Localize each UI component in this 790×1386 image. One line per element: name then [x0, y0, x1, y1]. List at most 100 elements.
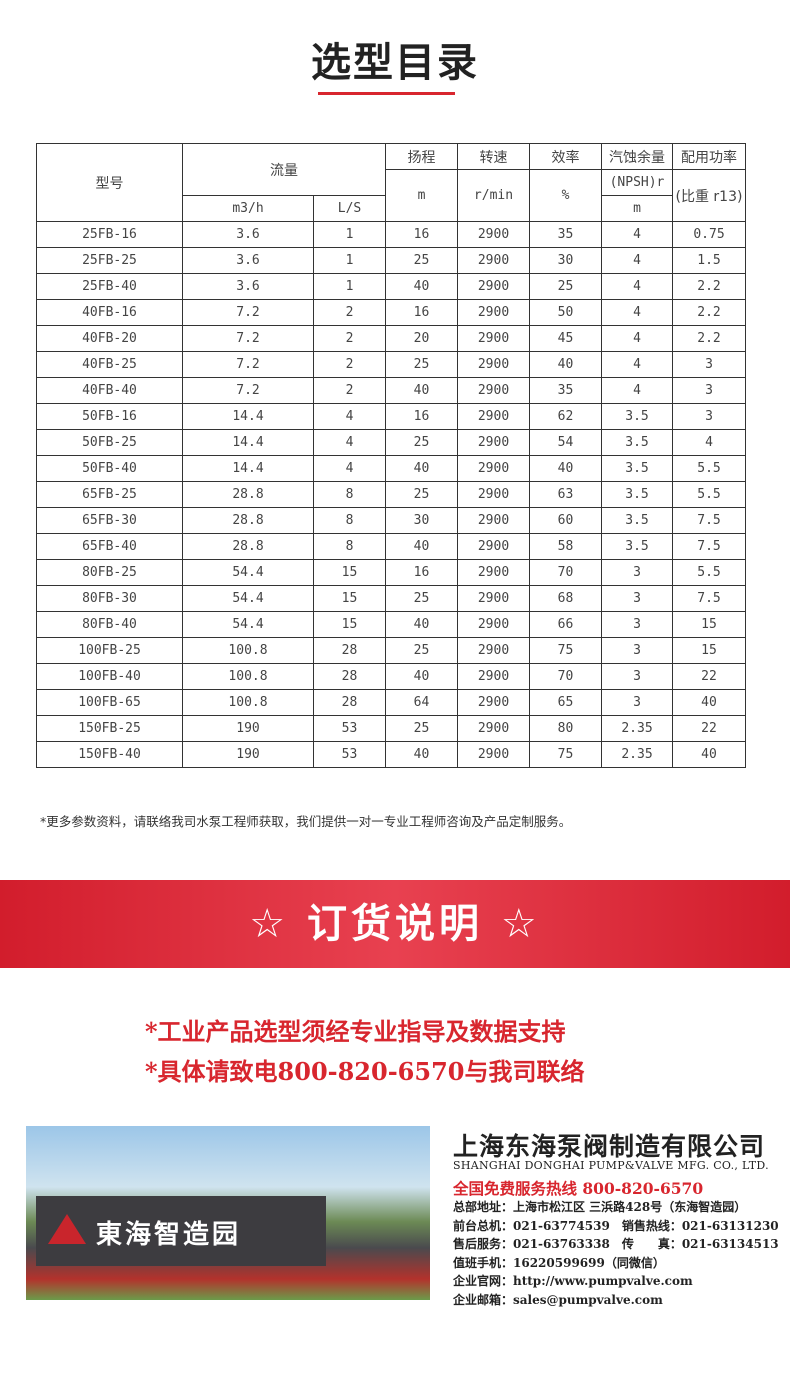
table-cell: 2.35 [601, 741, 673, 768]
table-row: 40FB-25 7.2 2 25 2900 40 4 3 [36, 351, 746, 378]
header-power: 配用功率 [672, 143, 746, 170]
table-cell: 15 [313, 559, 386, 586]
table-cell: 68 [529, 585, 602, 612]
table-cell: 28.8 [182, 507, 314, 534]
unit-speed: r/min [457, 169, 530, 222]
table-cell: 25 [385, 429, 458, 456]
table-cell: 62 [529, 403, 602, 430]
table-cell: 15 [313, 611, 386, 638]
table-row: 65FB-30 28.8 8 30 2900 60 3.5 7.5 [36, 507, 746, 534]
header-npsh: 汽蚀余量 [601, 143, 673, 170]
table-row: 40FB-16 7.2 2 16 2900 50 4 2.2 [36, 299, 746, 326]
table-cell: 4 [313, 403, 386, 430]
table-row: 50FB-40 14.4 4 40 2900 40 3.5 5.5 [36, 455, 746, 482]
table-cell: 40FB-16 [36, 299, 183, 326]
table-cell: 60 [529, 507, 602, 534]
table-cell: 8 [313, 533, 386, 560]
table-cell: 7.5 [672, 585, 746, 612]
table-cell: 3.5 [601, 533, 673, 560]
table-cell: 3.5 [601, 429, 673, 456]
table-cell: 15 [672, 611, 746, 638]
table-cell: 2.35 [601, 715, 673, 742]
table-cell: 40 [385, 611, 458, 638]
table-cell: 2900 [457, 715, 530, 742]
table-row: 150FB-25 190 53 25 2900 80 2.35 22 [36, 715, 746, 742]
table-cell: 25 [385, 585, 458, 612]
table-cell: 1 [313, 221, 386, 248]
table-cell: 100FB-65 [36, 689, 183, 716]
table-cell: 45 [529, 325, 602, 352]
table-cell: 70 [529, 559, 602, 586]
table-cell: 1.5 [672, 247, 746, 274]
table-cell: 40 [385, 663, 458, 690]
unit-head: m [385, 169, 458, 222]
table-cell: 3.6 [182, 247, 314, 274]
table-cell: 3 [601, 637, 673, 664]
table-cell: 2900 [457, 507, 530, 534]
table-cell: 2900 [457, 403, 530, 430]
table-cell: 4 [601, 351, 673, 378]
table-cell: 30 [529, 247, 602, 274]
table-cell: 2.2 [672, 325, 746, 352]
table-cell: 100FB-25 [36, 637, 183, 664]
table-cell: 28.8 [182, 533, 314, 560]
order-banner: ☆ 订货说明 ☆ [0, 880, 790, 968]
table-cell: 53 [313, 741, 386, 768]
table-cell: 2900 [457, 481, 530, 508]
table-cell: 66 [529, 611, 602, 638]
table-cell: 2900 [457, 741, 530, 768]
table-row: 50FB-25 14.4 4 25 2900 54 3.5 4 [36, 429, 746, 456]
table-cell: 2 [313, 351, 386, 378]
table-cell: 14.4 [182, 403, 314, 430]
table-cell: 50FB-16 [36, 403, 183, 430]
unit-efficiency: % [529, 169, 602, 222]
table-cell: 7.5 [672, 533, 746, 560]
table-cell: 65 [529, 689, 602, 716]
table-cell: 2 [313, 377, 386, 404]
table-cell: 3 [601, 689, 673, 716]
unit-m3h: m3/h [182, 195, 314, 222]
table-cell: 75 [529, 637, 602, 664]
table-cell: 2900 [457, 429, 530, 456]
table-cell: 4 [601, 325, 673, 352]
table-row: 80FB-25 54.4 15 16 2900 70 3 5.5 [36, 559, 746, 586]
table-cell: 54.4 [182, 585, 314, 612]
header-efficiency: 效率 [529, 143, 602, 170]
table-cell: 3 [672, 377, 746, 404]
table-cell: 2.2 [672, 273, 746, 300]
table-cell: 3 [601, 585, 673, 612]
table-cell: 2900 [457, 559, 530, 586]
page-title: 选型目录 [311, 40, 479, 86]
table-cell: 14.4 [182, 429, 314, 456]
table-cell: 50 [529, 299, 602, 326]
table-cell: 2 [313, 325, 386, 352]
table-row: 50FB-16 14.4 4 16 2900 62 3.5 3 [36, 403, 746, 430]
table-cell: 40 [385, 741, 458, 768]
table-row: 100FB-25 100.8 28 25 2900 75 3 15 [36, 637, 746, 664]
table-cell: 1 [313, 247, 386, 274]
table-row: 25FB-40 3.6 1 40 2900 25 4 2.2 [36, 273, 746, 300]
contact-line: 前台总机：021-63774539 销售热线：021-63131230 [453, 1218, 779, 1233]
table-cell: 4 [601, 377, 673, 404]
table-cell: 40FB-25 [36, 351, 183, 378]
table-cell: 2 [313, 299, 386, 326]
table-cell: 3.5 [601, 507, 673, 534]
table-cell: 3.5 [601, 455, 673, 482]
table-cell: 65FB-40 [36, 533, 183, 560]
table-cell: 64 [385, 689, 458, 716]
company-name-en: SHANGHAI DONGHAI PUMP&VALVE MFG. CO., LT… [453, 1159, 769, 1172]
table-cell: 2900 [457, 533, 530, 560]
header-head: 扬程 [385, 143, 458, 170]
table-cell: 8 [313, 481, 386, 508]
table-cell: 7.2 [182, 377, 314, 404]
table-cell: 3 [672, 403, 746, 430]
table-cell: 40 [672, 689, 746, 716]
table-cell: 40 [529, 351, 602, 378]
entrance-sign [36, 1196, 326, 1266]
table-cell: 40 [385, 455, 458, 482]
table-cell: 54.4 [182, 559, 314, 586]
table-cell: 8 [313, 507, 386, 534]
table-cell: 14.4 [182, 455, 314, 482]
table-cell: 25 [385, 247, 458, 274]
table-row: 40FB-40 7.2 2 40 2900 35 4 3 [36, 377, 746, 404]
